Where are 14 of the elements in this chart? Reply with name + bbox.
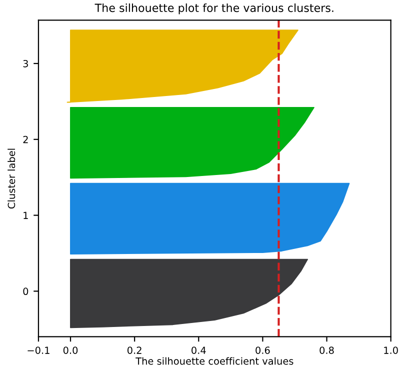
x-tick-label: 0.4 (192, 346, 206, 354)
y-axis-title: Cluster label (8, 148, 16, 208)
y-tick-label: 3 (23, 60, 28, 68)
x-tick-label: 0.2 (127, 346, 142, 354)
x-tick-label: 1.0 (384, 346, 398, 354)
y-tick-label: 2 (23, 136, 28, 144)
x-tick-label: −0.1 (28, 346, 50, 354)
chart-title: The silhouette plot for the various clusters. (94, 3, 334, 14)
x-tick-label: 0.0 (63, 346, 78, 354)
x-tick-label: 0.8 (320, 346, 334, 354)
y-tick-label: 1 (24, 212, 28, 219)
y-tick-label: 0 (23, 288, 28, 296)
x-tick-label: 0.6 (256, 346, 270, 354)
x-axis-title: The silhouette coefficient values (136, 357, 294, 365)
